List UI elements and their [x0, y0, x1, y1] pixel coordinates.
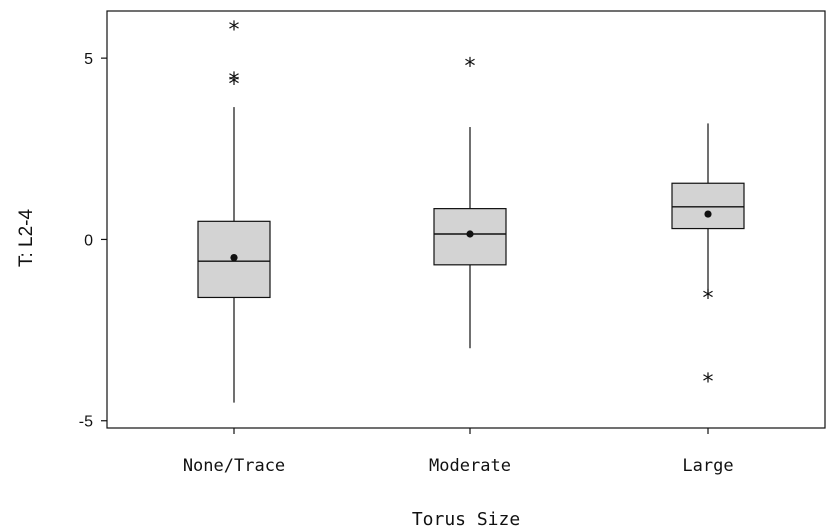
- y-axis: -5 0 5: [79, 51, 107, 431]
- x-axis: None/Trace Moderate Large: [183, 428, 734, 476]
- y-tick-label: -5: [79, 414, 93, 431]
- box-1: ***: [197, 18, 271, 403]
- outlier-marker: *: [703, 370, 714, 395]
- mean-marker: [230, 253, 238, 262]
- box-3: **: [671, 123, 745, 395]
- y-axis-title: T: L2-4: [16, 209, 37, 268]
- outlier-marker: *: [703, 286, 714, 311]
- x-tick-label: None/Trace: [183, 456, 285, 476]
- outlier-marker: *: [465, 54, 476, 79]
- box-2: *: [433, 54, 507, 349]
- box-iqr: [671, 182, 745, 230]
- mean-marker: [704, 210, 712, 218]
- x-axis-title: Torus Size: [412, 509, 520, 530]
- y-tick-label: 5: [84, 51, 93, 68]
- x-tick-label: Moderate: [429, 456, 511, 476]
- outlier-marker: *: [229, 73, 240, 98]
- outlier-marker: *: [229, 69, 240, 94]
- mean-marker: [466, 230, 474, 238]
- y-tick-label: 0: [84, 232, 93, 249]
- x-tick-label: Large: [682, 456, 733, 476]
- outlier-marker: *: [229, 18, 240, 43]
- plot-area-frame: [106, 10, 826, 429]
- box-group: ******: [197, 18, 745, 403]
